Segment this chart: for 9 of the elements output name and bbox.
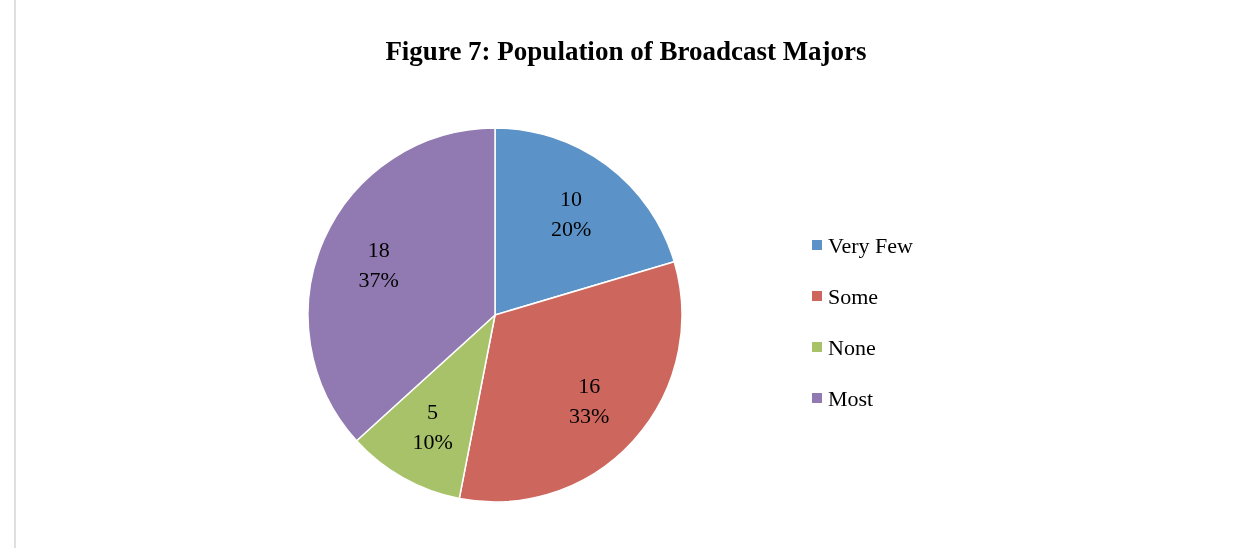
data-label: 16 33% xyxy=(568,373,610,429)
chart-title: Figure 7: Population of Broadcast Majors xyxy=(385,36,867,66)
data-label: 18 37% xyxy=(358,236,399,292)
legend-label: Very Few xyxy=(828,233,914,258)
legend-label: Most xyxy=(828,386,874,411)
data-label: 5 10% xyxy=(412,398,453,454)
legend-label: None xyxy=(828,335,876,360)
legend-label: Some xyxy=(828,284,879,309)
data-label: 10 20% xyxy=(550,186,592,242)
